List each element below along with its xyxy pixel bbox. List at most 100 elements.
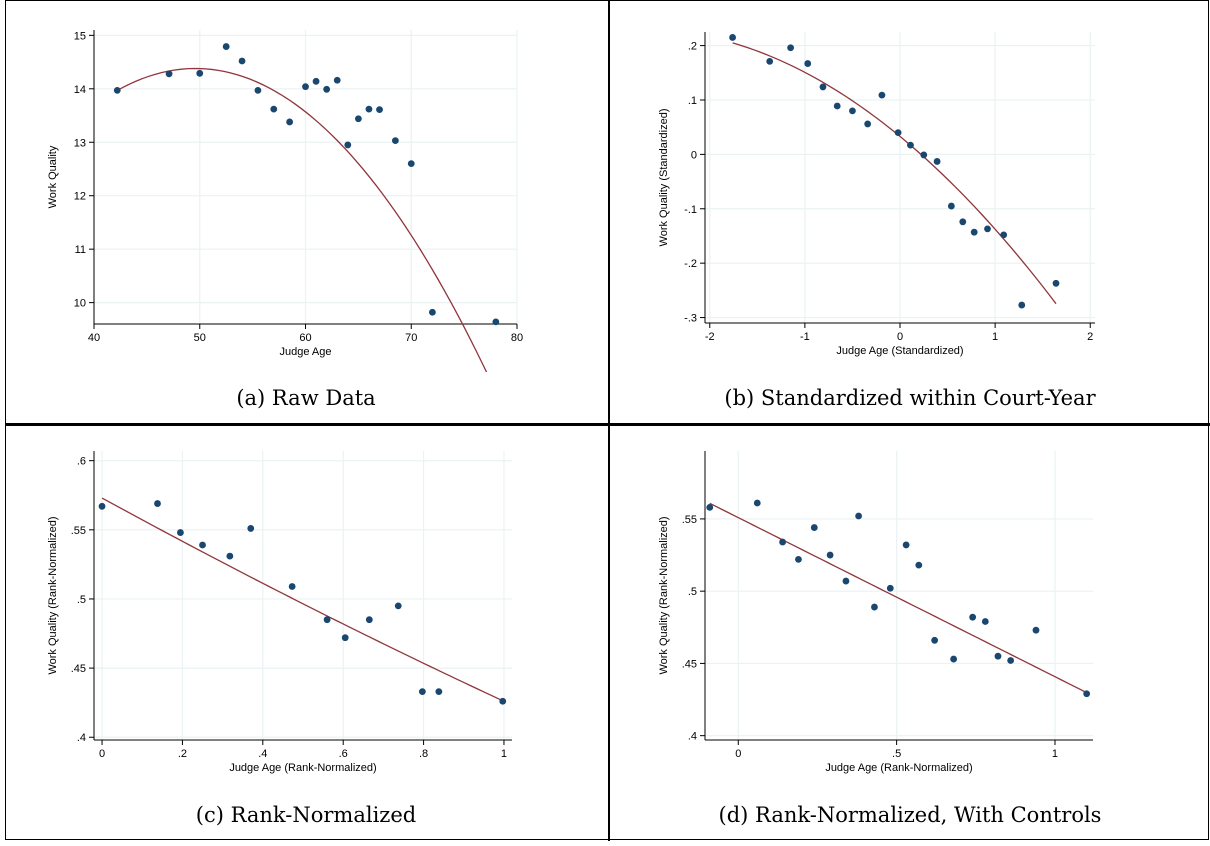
x-tick-label-a-2: 60 <box>299 332 311 344</box>
x-tick-label-c-2: .4 <box>258 748 267 760</box>
x-tick-label-c-1: .2 <box>178 748 187 760</box>
chart-b: -.3 -.2 -.1 0 .1 .2 -2 -1 0 1 2 Judge Age (Standard… <box>658 32 1095 357</box>
data-point-b-6 <box>849 107 856 115</box>
data-point-a-14 <box>365 105 373 113</box>
y-tick-label-a-3: 13 <box>74 137 86 149</box>
data-point-b-4 <box>819 83 827 91</box>
y-tick-label-d-2: .5 <box>688 586 697 598</box>
x-tick-label-a-0: 40 <box>88 332 100 344</box>
data-point-a-18 <box>429 308 436 316</box>
data-point-a-16 <box>391 137 399 145</box>
data-point-b-19 <box>1052 279 1060 287</box>
data-point-d-12 <box>931 636 939 644</box>
x-tick-label-a-3: 70 <box>405 332 417 344</box>
panel-b: -.3 -.2 -.1 0 .1 .2 -2 -1 0 1 2 Judge Age (Standard… <box>610 2 1210 422</box>
data-point-d-4 <box>810 524 818 531</box>
x-tick-label-c-5: 1 <box>501 748 507 760</box>
fit-line-d <box>709 502 1087 694</box>
fit-line-c <box>101 497 505 702</box>
x-tick-label-c-3: .6 <box>339 748 348 760</box>
data-point-a-2 <box>196 69 204 77</box>
data-point-a-6 <box>270 105 278 113</box>
y-tick-label-c-0: .4 <box>77 732 86 744</box>
x-tick-label-a-4: 80 <box>511 332 523 344</box>
data-point-c-0 <box>98 502 106 510</box>
y-tick-label-a-0: 10 <box>74 298 86 310</box>
y-tick-label-c-3: .55 <box>71 525 86 537</box>
data-point-a-12 <box>344 141 352 149</box>
data-point-c-7 <box>323 616 331 624</box>
data-point-c-4 <box>226 552 234 560</box>
data-point-d-7 <box>855 512 863 520</box>
data-point-a-5 <box>254 87 262 94</box>
x-axis-label-a: Judge Age <box>280 346 332 358</box>
y-tick-label-b-5: .2 <box>688 41 697 53</box>
y-tick-label-b-0: -.3 <box>684 313 697 325</box>
x-tick-label-b-3: 1 <box>992 331 998 343</box>
data-point-b-0 <box>729 34 736 41</box>
data-point-d-18 <box>1032 626 1040 634</box>
data-point-d-1 <box>753 499 761 507</box>
data-point-d-6 <box>842 577 850 585</box>
x-tick-label-d-1: .5 <box>892 748 901 760</box>
y-axis-label-d: Work Quality (Rank-Normalized) <box>658 516 670 674</box>
data-point-d-0 <box>706 503 714 511</box>
data-point-b-18 <box>1018 301 1026 309</box>
data-point-b-11 <box>920 151 928 159</box>
caption-b: (b) Standardized within Court-Year <box>724 386 1096 410</box>
y-tick-label-c-2: .5 <box>77 594 86 606</box>
data-point-c-12 <box>435 688 443 696</box>
caption-c: (c) Rank-Normalized <box>195 803 417 827</box>
data-point-d-11 <box>915 561 923 569</box>
panel-d: .4 .45 .5 .55 0 .5 1 Judge Age (Rank-Normalized… <box>610 426 1210 846</box>
data-point-d-17 <box>1007 657 1015 664</box>
data-point-c-3 <box>199 541 206 549</box>
fit-line-a <box>116 67 488 372</box>
data-point-a-3 <box>222 43 230 50</box>
data-point-d-3 <box>795 555 802 563</box>
data-point-c-8 <box>341 634 349 642</box>
data-point-c-1 <box>154 500 161 507</box>
x-tick-label-c-4: .8 <box>419 748 428 760</box>
y-axis-label-b: Work Quality (Standardized) <box>658 109 670 247</box>
y-tick-label-d-3: .55 <box>682 514 697 526</box>
data-point-d-19 <box>1083 690 1091 698</box>
y-tick-label-a-5: 15 <box>74 30 86 42</box>
data-point-b-5 <box>833 102 841 110</box>
y-tick-label-d-0: .4 <box>688 731 697 743</box>
data-point-a-9 <box>312 77 320 85</box>
data-point-d-9 <box>886 584 894 592</box>
data-point-a-13 <box>354 115 362 123</box>
x-tick-label-d-2: 1 <box>1052 748 1058 760</box>
data-point-c-6 <box>288 583 296 590</box>
y-axis-label-c: Work Quality (Rank-Normalized) <box>47 516 59 674</box>
data-point-d-16 <box>994 652 1002 660</box>
y-axis-label-a: Work Quality <box>47 145 59 208</box>
y-tick-label-b-4: .1 <box>688 95 697 107</box>
data-point-b-1 <box>766 57 774 65</box>
data-point-a-1 <box>165 70 173 78</box>
data-point-a-17 <box>407 160 415 168</box>
data-point-a-11 <box>333 76 341 84</box>
data-point-b-13 <box>947 202 955 210</box>
figure-frame <box>5 0 1209 840</box>
data-point-a-0 <box>113 87 121 94</box>
x-axis-label-c: Judge Age (Rank-Normalized) <box>229 762 376 774</box>
x-tick-label-b-1: -1 <box>800 331 810 343</box>
x-tick-label-d-0: 0 <box>735 748 741 760</box>
data-point-d-14 <box>969 613 977 621</box>
panel-c: .4 .45 .5 .55 .6 0 .2 .4 .6 .8 1 Judge Age (Rank-No… <box>6 426 606 846</box>
x-tick-label-b-0: -2 <box>705 331 715 343</box>
x-axis-label-b: Judge Age (Standardized) <box>836 345 963 357</box>
data-point-d-8 <box>871 603 878 611</box>
y-tick-label-c-1: .45 <box>71 663 86 675</box>
panel-divider-vertical <box>608 0 610 841</box>
data-point-c-13 <box>499 697 507 705</box>
data-point-a-8 <box>302 83 309 91</box>
data-point-b-3 <box>804 60 812 67</box>
y-tick-label-b-3: 0 <box>691 149 697 161</box>
data-point-b-9 <box>894 129 902 137</box>
data-point-d-15 <box>981 618 989 625</box>
data-point-d-2 <box>779 538 786 546</box>
caption-d: (d) Rank-Normalized, With Controls <box>718 803 1102 827</box>
